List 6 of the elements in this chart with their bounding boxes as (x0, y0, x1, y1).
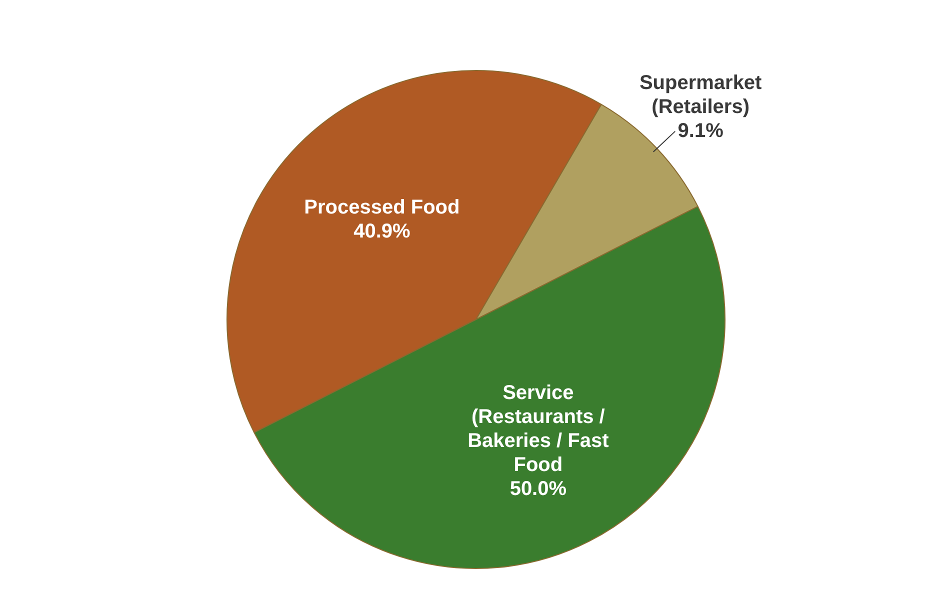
data-label: 9.1% (678, 120, 724, 142)
slice-label: Processed Food (304, 196, 460, 218)
slice-label: Service (Restaurants / Bakeries / Fast Food (468, 382, 610, 476)
slice-label: Supermarket (Retailers) (639, 72, 762, 118)
data-label: 50.0% (510, 478, 567, 500)
data-label: 40.9% (354, 220, 411, 242)
